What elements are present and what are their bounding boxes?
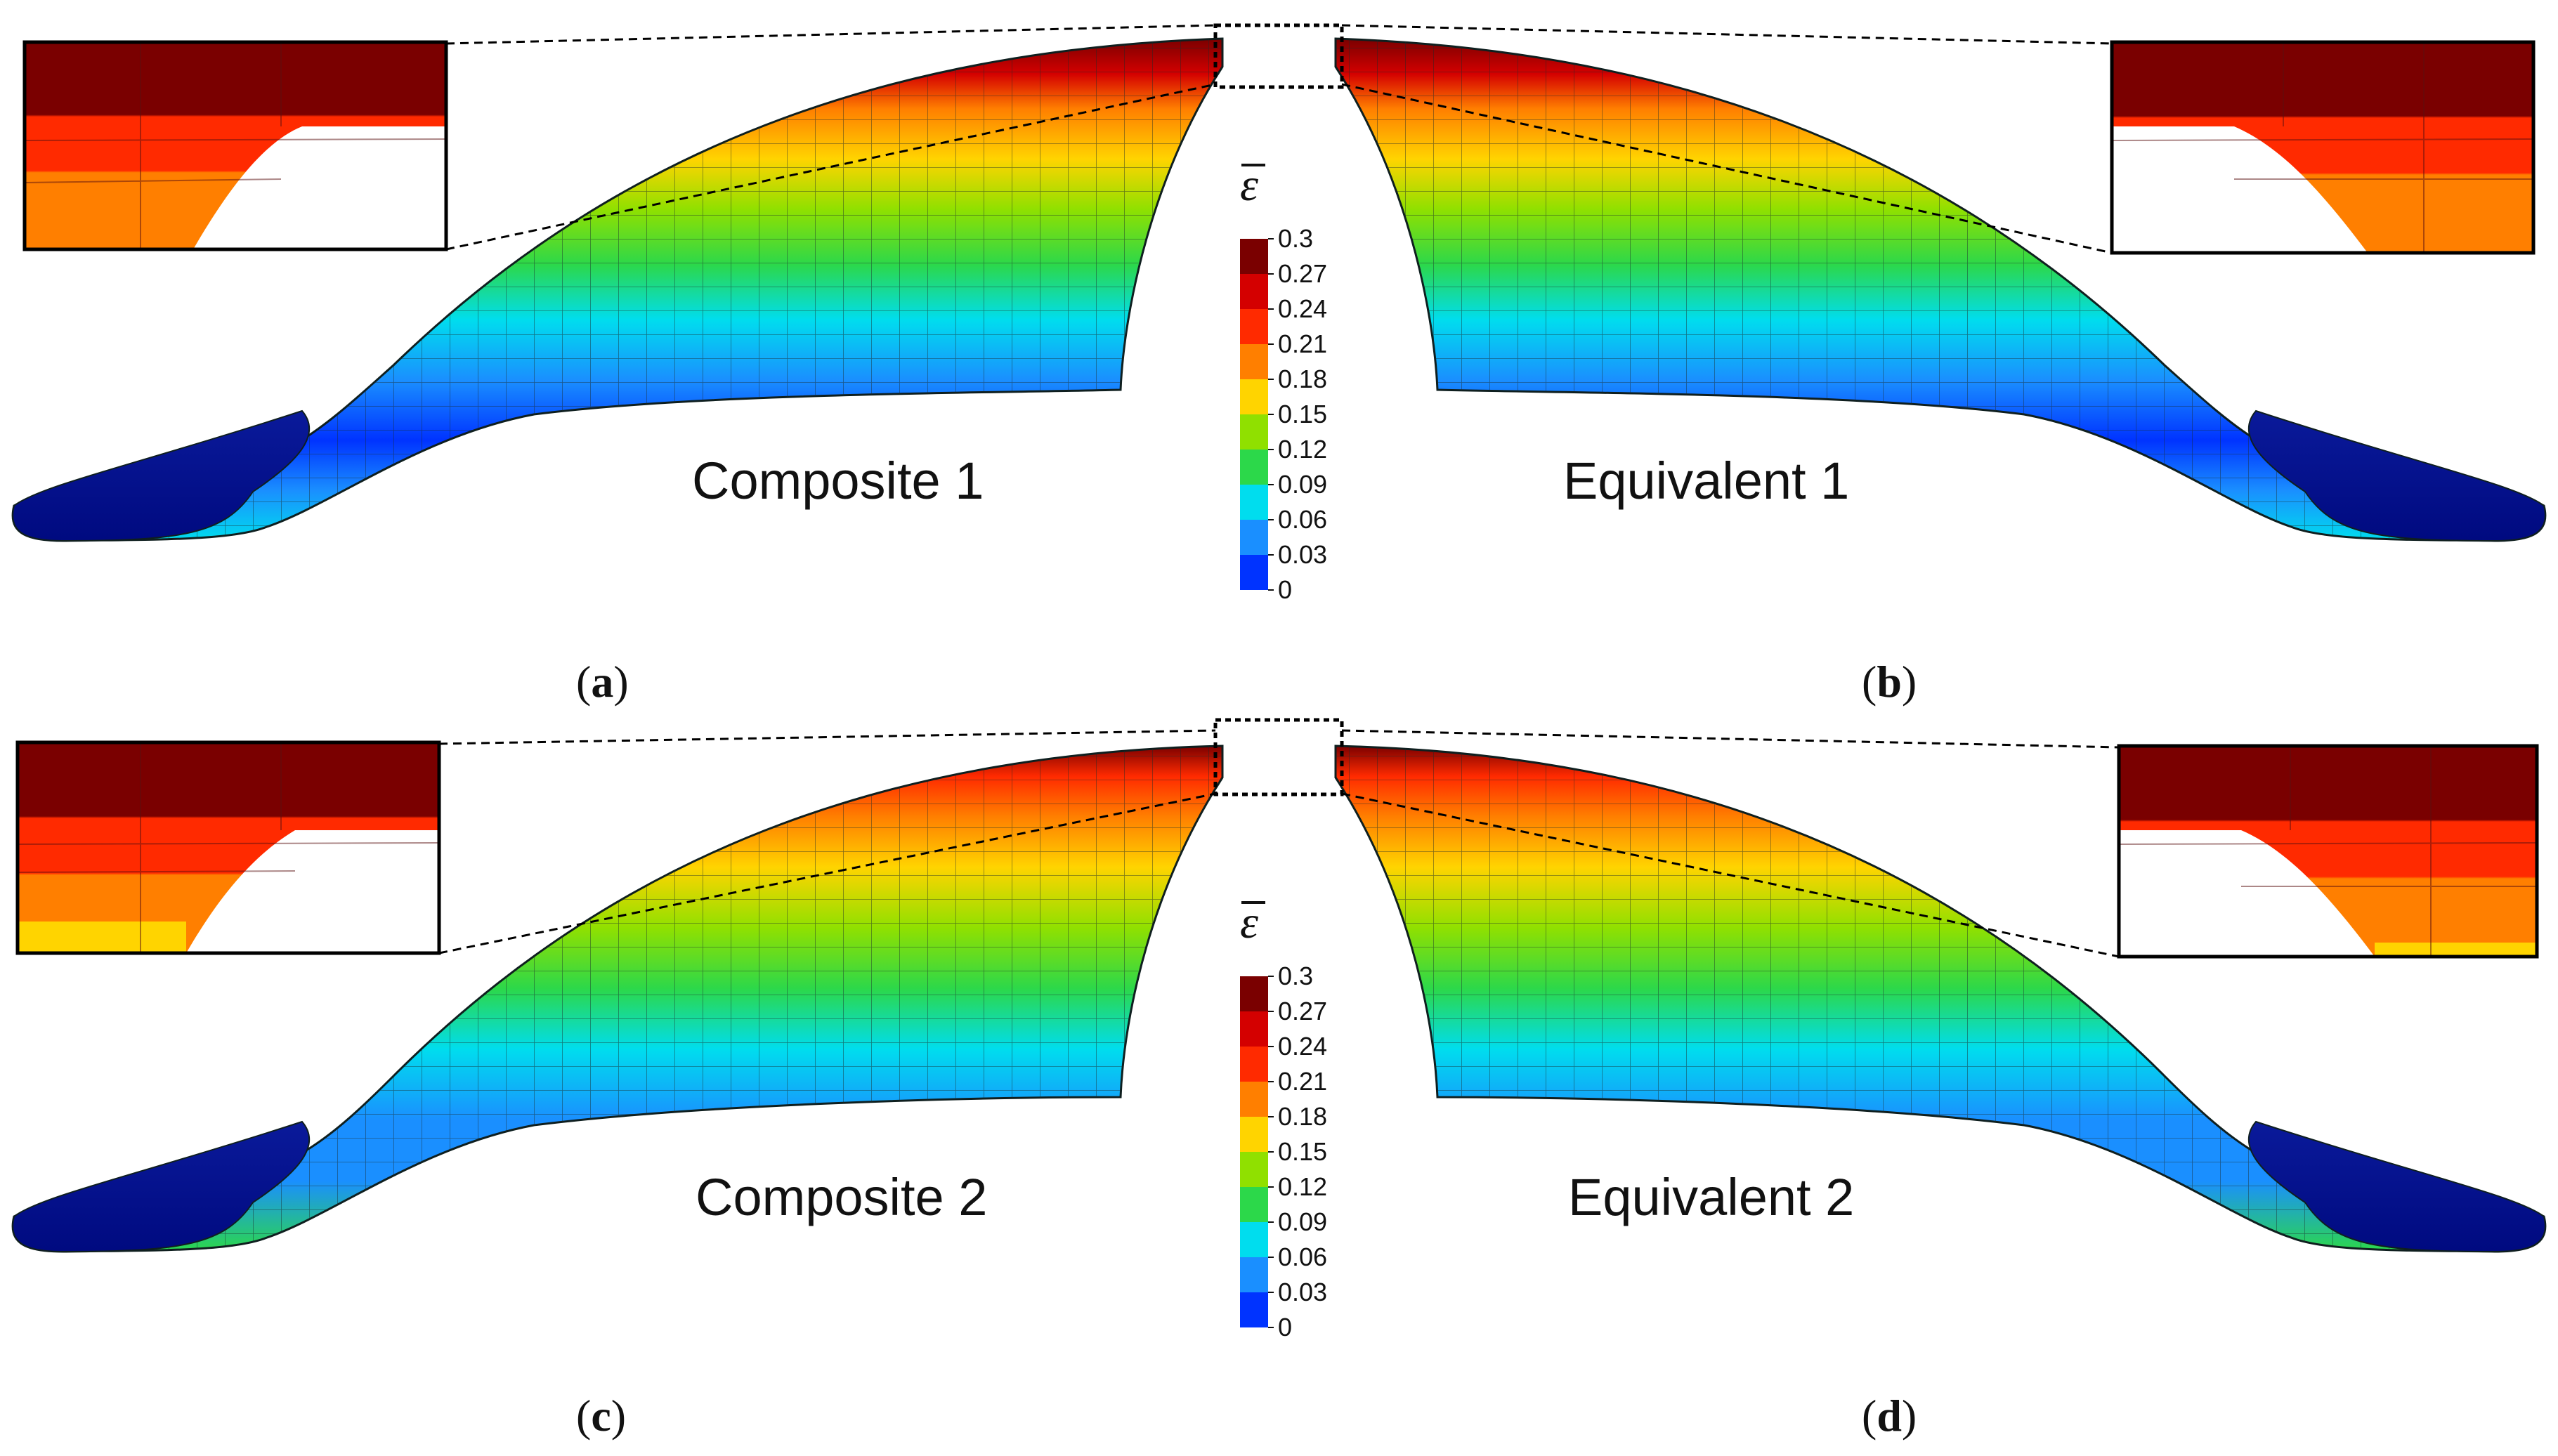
panel-title: Equivalent 2	[1568, 1168, 1854, 1226]
colorbar-segment	[1240, 1187, 1268, 1222]
colorbar-tick-label: 0.24	[1278, 1032, 1327, 1061]
colorbar-tick-label: 0.3	[1278, 224, 1313, 253]
panel-title: Composite 2	[696, 1168, 987, 1226]
zoom-leader	[1341, 83, 2113, 254]
mesh-overlay	[1336, 746, 2545, 1252]
panel-letter-b: (b)	[1862, 657, 1917, 707]
panel-b: Equivalent 1 (b)	[1334, 24, 2547, 707]
colorbar-tick-label: 0.15	[1278, 400, 1327, 428]
zoom-leader	[1341, 729, 2120, 749]
colorbar-tick-label: 0.3	[1278, 962, 1313, 990]
zoom-region-box	[1213, 23, 1344, 89]
colorbar-tick-label: 0	[1278, 575, 1292, 604]
colorbar-segment	[1240, 1257, 1268, 1292]
colorbar-tick-label: 0.21	[1278, 1067, 1327, 1096]
colorbar-segment	[1240, 520, 1268, 555]
colorbar-tick-label: 0.09	[1278, 1207, 1327, 1236]
zoom-leader	[1341, 792, 2120, 958]
colorbar-segment	[1240, 450, 1268, 485]
inset-mesh	[17, 742, 440, 953]
colorbar-tick-label: 0.27	[1278, 997, 1327, 1025]
colorbar-segment	[1240, 976, 1268, 1011]
colorbar-tick-label: 0.06	[1278, 505, 1327, 534]
inset-cutout	[186, 830, 439, 953]
panel-c: Composite 2 (c)	[11, 729, 1224, 1441]
inset-mesh	[24, 42, 447, 249]
panel-letter-d: (d)	[1862, 1391, 1917, 1441]
colorbar-segment	[1240, 1222, 1268, 1257]
colorbar-tick-label: 0	[1278, 1313, 1292, 1342]
inset-cutout	[2119, 830, 2375, 957]
colorbar-tick-label: 0.15	[1278, 1137, 1327, 1166]
colorbar-tick-label: 0.18	[1278, 365, 1327, 393]
colorbar-tick-label: 0.12	[1278, 1172, 1327, 1201]
panel-title: Equivalent 1	[1563, 452, 1849, 510]
panel-letter-a: (a)	[576, 657, 629, 707]
colorbar-segment	[1240, 1082, 1268, 1117]
inset-cutout	[193, 126, 446, 249]
zoom-leader	[438, 792, 1216, 955]
colorbar-segment	[1240, 1152, 1268, 1187]
colorbar-segment	[1240, 414, 1268, 450]
mesh-overlay	[1336, 39, 2545, 541]
colorbar-tick-label: 0.03	[1278, 1278, 1327, 1306]
colorbar-segment	[1240, 344, 1268, 379]
colorbar-tick-label: 0.24	[1278, 294, 1327, 323]
flange-left	[12, 1120, 311, 1253]
colorbar-segment	[1240, 485, 1268, 520]
colorbar-segment	[1240, 309, 1268, 344]
colorbar-tick-label: 0.03	[1278, 540, 1327, 569]
flange-right	[2247, 1120, 2546, 1253]
panel-d: Equivalent 2 (d)	[1334, 729, 2547, 1441]
zoom-leader	[445, 24, 1216, 45]
colorbar-tick-label: 0.21	[1278, 329, 1327, 358]
panel-a: Composite 1 (a)	[11, 24, 1224, 707]
colorbar-tick-label: 0.12	[1278, 435, 1327, 464]
mesh-overlay	[13, 746, 1222, 1252]
colorbar-tick-label: 0.06	[1278, 1242, 1327, 1271]
zoom-leader	[1341, 24, 2113, 45]
colorbar-segment	[1240, 379, 1268, 414]
colorbar-segment	[1240, 1117, 1268, 1152]
inset-cutout	[2112, 126, 2368, 253]
colorbar-segment	[1240, 1011, 1268, 1047]
colorbar-segment	[1240, 239, 1268, 274]
inset-mesh	[2111, 42, 2534, 253]
panel-letter-c: (c)	[576, 1391, 626, 1441]
colorbar-segment	[1240, 555, 1268, 590]
zoom-leader	[445, 83, 1216, 251]
flange-left	[12, 409, 311, 542]
zoom-region-box	[1213, 718, 1344, 796]
colorbar-segment	[1240, 274, 1268, 309]
colorbar-segment	[1240, 1292, 1268, 1327]
colorbar-top: ε 0.3 0.27 0.24 0.21 0.18 0.15 0.12 0.09 0.06 0.03…	[1240, 159, 1327, 604]
colorbar-segment	[1240, 1047, 1268, 1082]
mesh-overlay	[13, 39, 1222, 541]
zoom-leader	[438, 729, 1216, 745]
colorbar-tick-label: 0.09	[1278, 470, 1327, 499]
colorbar-bottom: ε 0.3 0.27 0.24 0.21 0.18 0.15 0.12 0.09 0.06 0.03…	[1240, 897, 1327, 1342]
colorbar-tick-label: 0.27	[1278, 259, 1327, 288]
flange-right	[2247, 409, 2546, 542]
panel-title: Composite 1	[692, 452, 984, 510]
colorbar-tick-label: 0.18	[1278, 1102, 1327, 1131]
colorbar-symbol: ε	[1240, 159, 1258, 211]
inset-mesh	[2118, 746, 2538, 957]
colorbar-symbol: ε	[1240, 897, 1258, 948]
